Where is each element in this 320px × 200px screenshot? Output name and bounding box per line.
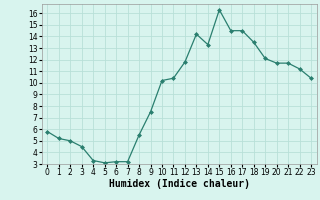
X-axis label: Humidex (Indice chaleur): Humidex (Indice chaleur) xyxy=(109,179,250,189)
